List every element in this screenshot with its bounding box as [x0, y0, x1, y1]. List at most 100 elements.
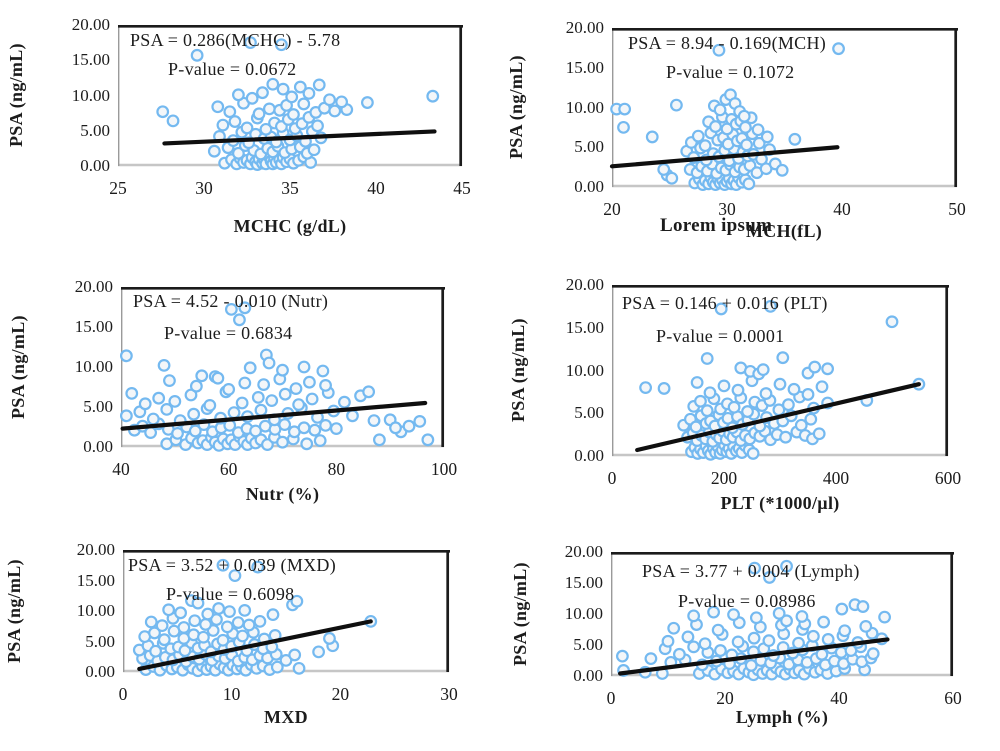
y-tick-label: 5.00 [573, 635, 603, 654]
scatter-point [329, 422, 343, 436]
chart-psa-vs-mch: PSA (ng/mL) PSA = 8.94 - 0.169(MCH) P-va… [500, 0, 1000, 251]
y-tick-label: 0.00 [85, 662, 115, 681]
scatter-point [251, 390, 265, 404]
scatter-point [276, 363, 289, 377]
y-tick-label: 5.00 [80, 120, 110, 140]
scatter-point [362, 385, 376, 399]
scatter-point [119, 349, 133, 363]
scatter-point [307, 143, 321, 157]
scatter-point [773, 377, 787, 391]
y-tick-label: 0.00 [80, 156, 110, 175]
scatter-point [223, 105, 237, 119]
y-tick-label: 15.00 [71, 50, 110, 70]
trend-line [162, 129, 437, 146]
y-tick-label: 0.00 [574, 177, 604, 196]
scatter-point [266, 608, 280, 622]
scatter-point [119, 409, 133, 423]
y-tick-label: 10.00 [564, 604, 603, 623]
x-tick-label: 40 [367, 178, 385, 198]
scatter-point [687, 609, 701, 623]
scatter-point [259, 122, 273, 136]
scatter-point [254, 403, 268, 417]
scatter-point [311, 119, 324, 133]
scatter-point [238, 376, 252, 390]
scatter-point [231, 88, 245, 102]
scatter-point [760, 130, 774, 144]
x-tick-label: 20 [331, 684, 350, 704]
scatter-point [323, 93, 336, 107]
scatter-point [788, 132, 802, 146]
scatter-point [251, 560, 265, 574]
scatter-point [245, 91, 259, 105]
scatter-point [285, 90, 299, 104]
scatter-point [149, 644, 162, 658]
scatter-point [744, 659, 758, 672]
scatter-point [367, 414, 381, 428]
scatter-point [740, 138, 753, 152]
scatter-point [211, 100, 225, 114]
scatter-point [257, 378, 271, 391]
regression-equation: PSA = 0.146 + 0.016 (PLT) [622, 293, 828, 313]
y-tick-label: 20.00 [565, 275, 604, 294]
scatter-point [747, 631, 761, 645]
x-tick-label: 10 [222, 684, 241, 704]
x-tick-label: 25 [109, 178, 127, 198]
y-axis-title: PSA (ng/mL) [8, 315, 28, 419]
scatter-point [698, 139, 712, 153]
scatter-point [694, 394, 707, 408]
scatter-point [665, 171, 679, 185]
scatter-point [163, 374, 176, 387]
scatter-point [157, 358, 171, 372]
p-value-label: P-value = 0.6098 [166, 584, 295, 604]
scatter-point [278, 418, 292, 432]
y-axis-title: PSA (ng/mL) [4, 559, 24, 663]
scatter-point [714, 644, 727, 657]
scatter-point [346, 409, 359, 423]
regression-equation: PSA = 0.286(MCHC) - 5.78 [130, 30, 341, 50]
plot-area [610, 551, 954, 682]
x-tick-label: 20 [716, 688, 734, 708]
scatter-point [242, 618, 256, 632]
x-tick-label: 20 [603, 199, 621, 219]
scatter-point [808, 360, 822, 374]
scatter-point [231, 616, 245, 629]
scatter-point [703, 386, 717, 400]
scatter-point [287, 108, 300, 121]
scatter-point [832, 42, 845, 56]
y-tick-label: 20.00 [71, 15, 110, 34]
y-tick-label: 5.00 [83, 397, 113, 416]
scatter-point [312, 78, 326, 92]
scatter-point [413, 414, 427, 428]
plot-area [609, 27, 958, 192]
scatter-point [815, 647, 829, 661]
scatter-point [236, 629, 249, 643]
y-tick-label: 20.00 [76, 540, 115, 559]
regression-equation: PSA = 8.94 - 0.169(MCH) [628, 33, 827, 53]
scatter-point [772, 606, 786, 620]
scatter-point [815, 380, 829, 394]
scatter-point [174, 606, 187, 620]
plot-area [119, 286, 445, 452]
y-tick-label: 15.00 [74, 317, 113, 336]
scatter-point [866, 647, 880, 661]
scatter-point [168, 394, 182, 408]
y-axis-title: PSA (ng/mL) [6, 43, 26, 148]
x-tick-label: 400 [822, 468, 850, 488]
scatter-point [289, 382, 303, 395]
scatter-point [338, 395, 351, 409]
scatter-point [266, 77, 280, 91]
scatter-point [302, 86, 316, 100]
scatter-point [731, 383, 745, 397]
scatter-point [421, 433, 435, 447]
scatter-point [661, 634, 675, 648]
scatter-point [297, 97, 311, 111]
scatter-point [746, 447, 760, 460]
x-tick-label: 30 [440, 684, 458, 704]
scatter-point [265, 394, 279, 407]
scatter-point [292, 398, 306, 411]
x-tick-label: 30 [718, 199, 736, 219]
regression-equation: PSA = 3.52 + 0.039 (MXD) [128, 555, 337, 575]
scatter-point [216, 558, 230, 572]
scatter-point [787, 382, 801, 396]
trend-line [609, 145, 840, 169]
